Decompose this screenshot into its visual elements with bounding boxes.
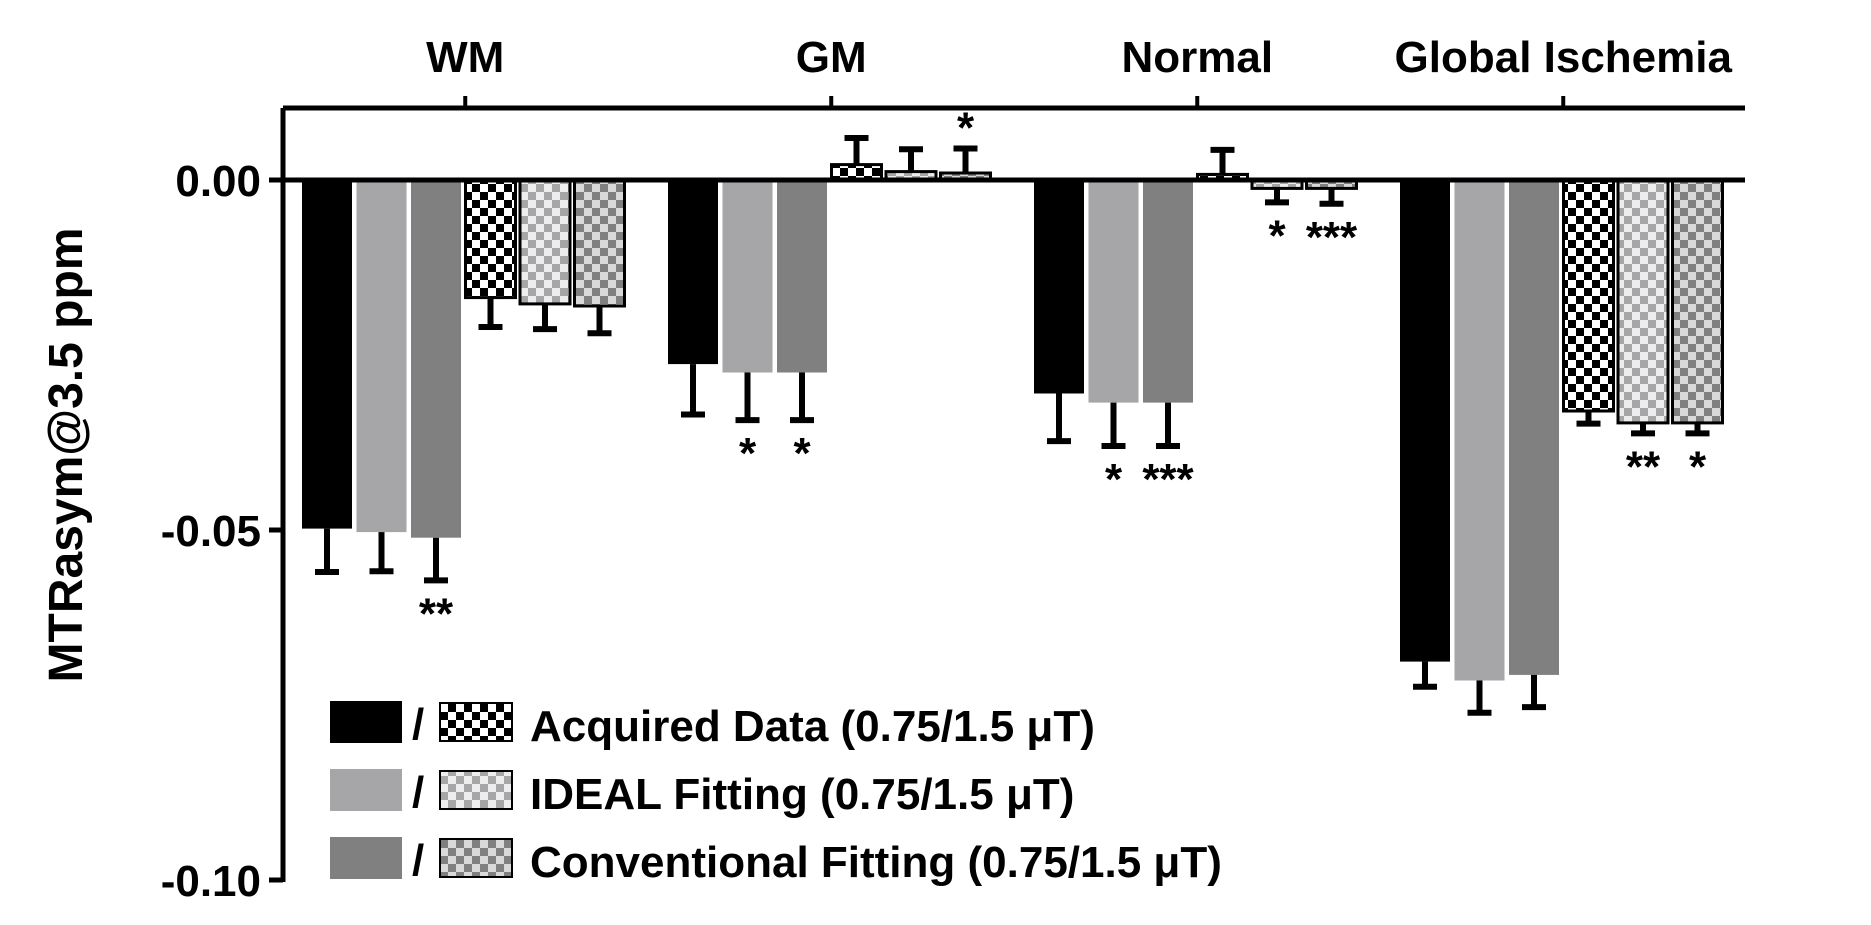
error-bar (1319, 188, 1344, 207)
legend-label: Conventional Fitting (0.75/1.5 μT) (530, 838, 1222, 887)
significance-stars: * (1105, 455, 1123, 504)
significance-stars: * (1689, 442, 1707, 491)
category-label: GM (796, 33, 867, 82)
error-bar (1576, 411, 1601, 427)
bar-wm-6 (573, 178, 626, 308)
y-tick-label: -0.10 (161, 857, 261, 906)
bar-gm-1 (668, 180, 718, 365)
bar-normal-2 (1088, 180, 1139, 403)
bar-gm-3 (777, 180, 827, 373)
bar-global-ischemia-6 (1671, 178, 1724, 425)
error-bar (735, 372, 760, 424)
error-bars-layer (315, 135, 1710, 716)
error-bar (478, 297, 503, 330)
bar-wm-3 (411, 180, 461, 538)
legend-slash: / (412, 700, 424, 749)
axes: 0.00 -0.05 -0.10 WM GM Normal Global Ischemia (161, 33, 1745, 906)
legend-swatch-solid (330, 837, 402, 879)
significance-stars: ** (1626, 442, 1661, 491)
bar-wm-5 (518, 178, 572, 306)
error-bar (533, 303, 557, 333)
error-bar (1210, 146, 1235, 175)
legend-swatch-solid (330, 701, 402, 743)
bar-normal-1 (1034, 180, 1084, 394)
legend-label: IDEAL Fitting (0.75/1.5 μT) (530, 770, 1074, 819)
significance-stars: ** (419, 589, 454, 638)
significance-stars: * (739, 429, 757, 478)
significance-stars: *** (1306, 213, 1358, 262)
legend-label: Acquired Data (0.75/1.5 μT) (530, 702, 1095, 751)
bar-global-ischemia-2 (1454, 180, 1505, 681)
error-bar (424, 537, 448, 584)
error-bar (1156, 402, 1180, 449)
error-bar (315, 528, 339, 575)
bar-wm-4 (464, 178, 517, 300)
error-bar (1413, 661, 1437, 690)
error-bar (1265, 188, 1289, 206)
error-bar (1685, 422, 1710, 437)
bar-wm-1 (302, 180, 352, 529)
legend-swatch-checker (439, 702, 513, 742)
bars-layer (302, 163, 1724, 681)
legend-entry: / Conventional Fitting (0.75/1.5 μT) (330, 836, 1222, 887)
y-tick-label: 0.00 (175, 157, 261, 206)
error-bar (681, 364, 705, 418)
error-bar (844, 135, 869, 165)
y-axis-label: MTRasym@3.5 ppm (40, 228, 93, 683)
legend-entry: / IDEAL Fitting (0.75/1.5 μT) (330, 768, 1074, 819)
legend-entry: / Acquired Data (0.75/1.5 μT) (330, 700, 1095, 751)
legend-slash: / (412, 836, 424, 885)
bar-wm-2 (356, 180, 407, 533)
y-tick-label: -0.05 (161, 507, 261, 556)
error-bar (1467, 680, 1492, 716)
bar-global-ischemia-1 (1400, 180, 1450, 662)
error-bar (790, 372, 814, 424)
bar-global-ischemia-3 (1509, 180, 1559, 675)
category-label: Global Ischemia (1395, 33, 1733, 82)
error-bar (587, 306, 612, 337)
bar-normal-3 (1143, 180, 1193, 403)
legend-swatch-checker (439, 838, 513, 878)
significance-stars: * (1268, 211, 1286, 260)
significance-stars: *** (1142, 455, 1194, 504)
error-bar (1522, 674, 1546, 711)
legend: / Acquired Data (0.75/1.5 μT) / IDEAL Fitti… (330, 700, 1222, 887)
error-bar (369, 532, 394, 575)
significance-markers: *** *** **** ***** * (419, 104, 1707, 639)
category-label: WM (426, 33, 504, 82)
error-bar (1631, 422, 1655, 437)
significance-stars: * (793, 429, 811, 478)
error-bar (1047, 393, 1071, 445)
legend-swatch-checker (439, 770, 513, 810)
bar-global-ischemia-4 (1562, 178, 1615, 413)
error-bar (953, 145, 978, 173)
significance-stars: * (957, 104, 975, 153)
legend-slash: / (412, 768, 424, 817)
error-bar (1101, 402, 1126, 449)
error-bar (899, 146, 923, 172)
bar-gm-2 (722, 180, 773, 373)
category-label: Normal (1121, 33, 1273, 82)
bar-global-ischemia-5 (1616, 178, 1670, 425)
legend-swatch-solid (330, 769, 402, 811)
